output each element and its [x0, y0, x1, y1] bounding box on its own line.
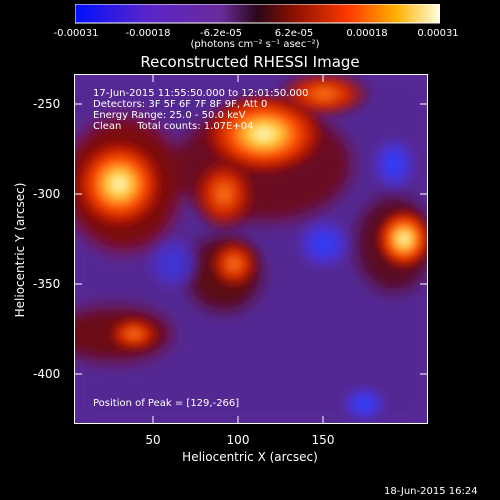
plot-frame: [74, 74, 428, 424]
x-axis-label: Heliocentric X (arcsec): [182, 450, 318, 464]
y-tick-300: -300: [33, 187, 61, 201]
y-axis-label: Heliocentric Y (arcsec): [13, 182, 27, 318]
detectors-text: Detectors: 3F 5F 6F 7F 8F 9F, Att 0: [93, 99, 268, 110]
clean-counts-text: Clean Total counts: 1.07E+04: [93, 121, 254, 132]
x-tick-50: 50: [145, 433, 161, 447]
colorbar-unit: (photons cm⁻² s⁻¹ asec⁻²): [190, 39, 320, 50]
colorbar-tick-2: -6.2e-05: [200, 28, 242, 39]
y-tick-400: -400: [33, 367, 61, 381]
footer-timestamp: 18-Jun-2015 16:24: [384, 486, 478, 497]
x-tick-100: 100: [226, 433, 250, 447]
energy-range-text: Energy Range: 25.0 - 50.0 keV: [93, 110, 246, 121]
y-tick-350: -350: [33, 277, 61, 291]
time-range-text: 17-Jun-2015 11:55:50.000 to 12:01:50.000: [93, 88, 309, 99]
axis-ticks: [74, 74, 428, 424]
x-tick-150: 150: [311, 433, 335, 447]
colorbar: [75, 4, 440, 24]
peak-position-text: Position of Peak = [129,-266]: [93, 398, 240, 409]
colorbar-tick-4: 0.00018: [346, 28, 388, 39]
rhessi-image: [74, 74, 428, 424]
image-title: Reconstructed RHESSI Image: [140, 53, 360, 71]
colorbar-tick-1: -0.00018: [125, 28, 171, 39]
colorbar-tick-3: 6.2e-05: [274, 28, 314, 39]
colorbar-tick-0: -0.00031: [53, 28, 99, 39]
colorbar-tick-5: 0.00031: [417, 28, 459, 39]
y-tick-250: -250: [33, 97, 61, 111]
